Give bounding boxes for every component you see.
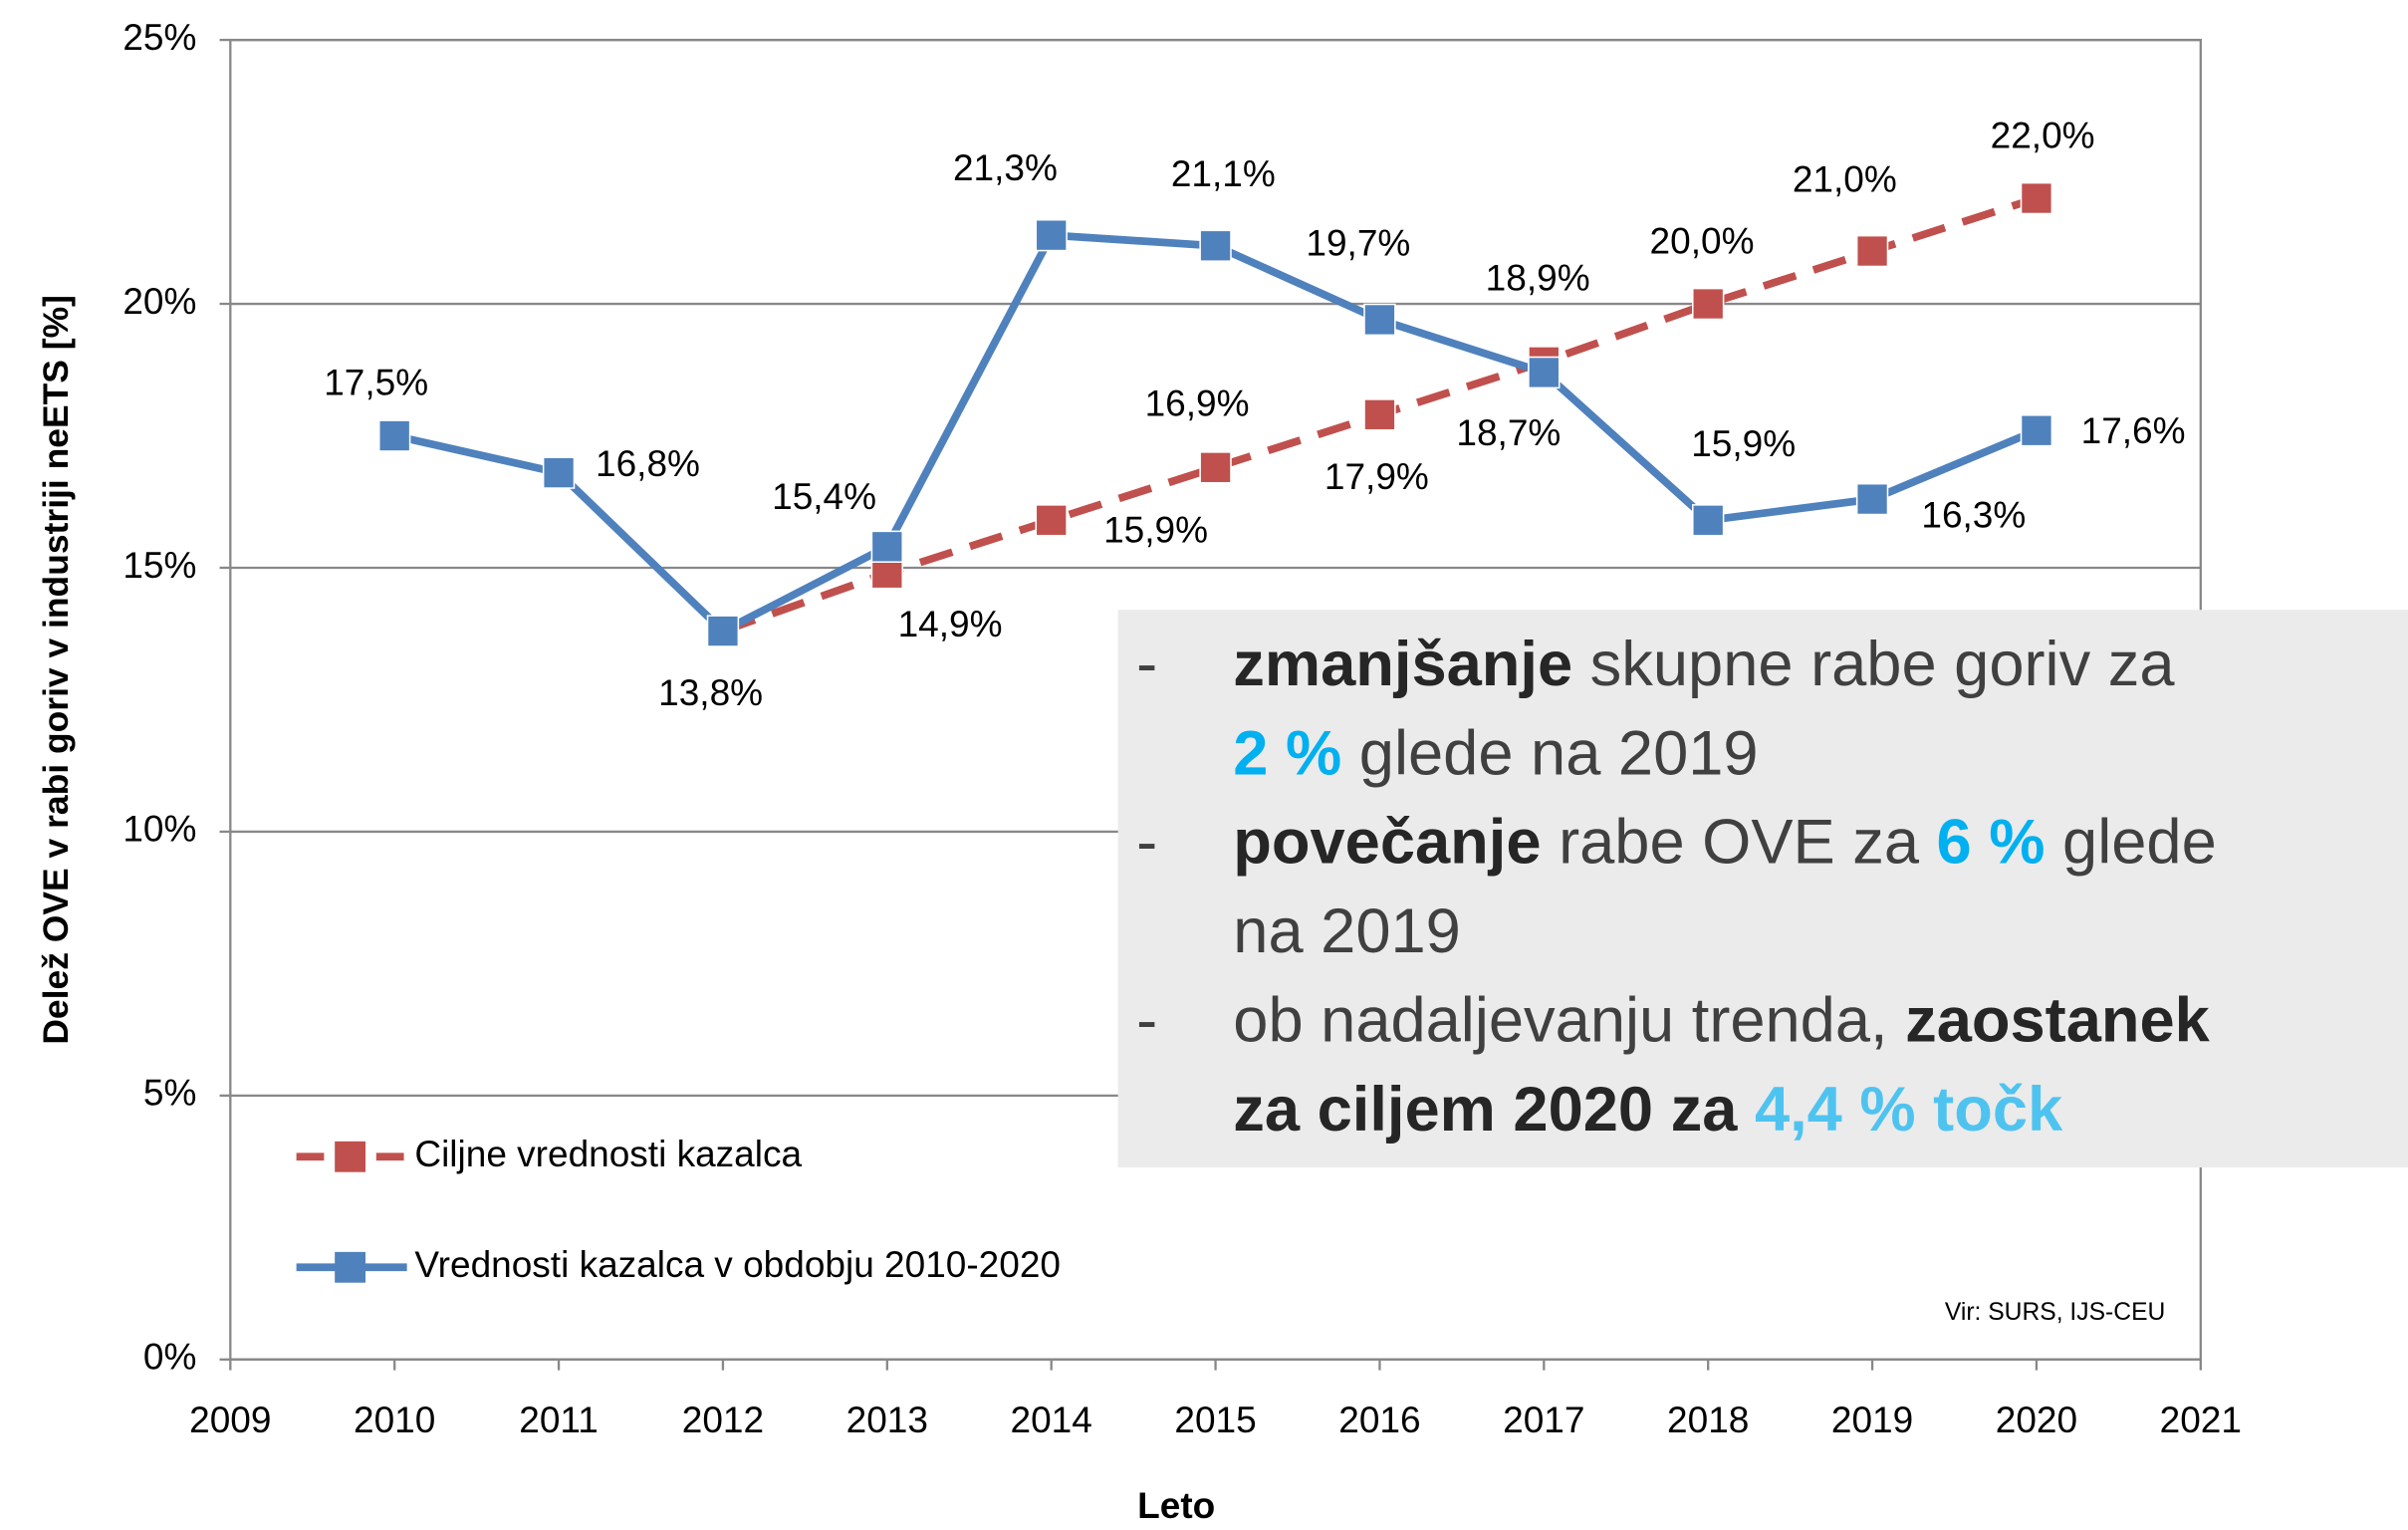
text-run: skupne rabe goriv za [1572, 630, 2175, 699]
x-tick-label: 2019 [1831, 1399, 1913, 1440]
marker [1035, 218, 1068, 252]
data-label: 17,5% [324, 361, 428, 402]
data-label: 16,3% [1921, 493, 2026, 535]
marker [1855, 234, 1889, 268]
legend-marker [335, 1141, 366, 1172]
legend-marker [335, 1251, 366, 1283]
data-label: 15,9% [1103, 508, 1208, 550]
marker [1691, 287, 1725, 321]
y-tick-label: 5% [143, 1072, 196, 1114]
text-run: ob nadaljevanju trenda, [1233, 985, 1905, 1055]
legend-label: Ciljne vrednosti kazalca [414, 1133, 802, 1174]
marker [2020, 414, 2053, 447]
text-line: povečanje rabe OVE za 6 % glede [1233, 807, 2216, 877]
x-tick-label: 2016 [1338, 1399, 1420, 1440]
x-tick-label: 2021 [2160, 1399, 2242, 1440]
data-label: 21,3% [953, 146, 1058, 188]
text-box-content: - zmanjšanje skupne rabe goriv za 2 % gled… [1136, 630, 2217, 1145]
y-tick-label: 10% [122, 808, 196, 850]
data-label: 18,9% [1486, 256, 1590, 298]
text-run: 6 % [1937, 807, 2046, 877]
marker [1035, 504, 1068, 537]
bullet: - [1136, 630, 1157, 699]
marker [870, 530, 904, 563]
data-label: 14,9% [898, 603, 1003, 644]
y-axis-label: Delež OVE v rabi goriv v industriji neET… [36, 295, 76, 1045]
text-line: za ciljem 2020 za 4,4 % točk [1233, 1075, 2063, 1145]
data-label: 17,9% [1324, 455, 1429, 497]
text-line: zmanjšanje skupne rabe goriv za [1233, 630, 2175, 699]
text-line: na 2019 [1233, 896, 1461, 966]
marker [1528, 356, 1561, 389]
data-label: 16,9% [1145, 382, 1250, 423]
y-tick-label: 15% [122, 544, 196, 586]
x-tick-label: 2017 [1503, 1399, 1584, 1440]
marker [542, 456, 576, 489]
text-run: 4,4 % točk [1755, 1075, 2063, 1145]
x-tick-label: 2013 [846, 1399, 928, 1440]
x-tick-label: 2009 [189, 1399, 271, 1440]
text-run: glede [2045, 807, 2216, 877]
x-tick-label: 2020 [1996, 1399, 2077, 1440]
marker [1691, 504, 1725, 537]
data-label: 13,8% [658, 671, 763, 713]
data-label: 16,8% [596, 442, 700, 484]
marker [1363, 303, 1396, 337]
data-label: 15,4% [772, 475, 876, 517]
text-line: ob nadaljevanju trenda, zaostanek [1233, 985, 2210, 1055]
text-run: zmanjšanje [1233, 630, 1572, 699]
marker [377, 419, 411, 452]
marker [1855, 482, 1889, 516]
y-tick-label: 20% [122, 280, 196, 322]
data-label: 21,0% [1793, 157, 1897, 199]
source-note: Vir: SURS, IJS-CEU [1945, 1299, 2165, 1326]
text-run: rabe OVE za [1542, 807, 1937, 877]
legend-label: Vrednosti kazalca v obdobju 2010-2020 [414, 1243, 1061, 1285]
marker [1363, 398, 1396, 431]
data-label: 17,6% [2081, 409, 2186, 451]
y-tick-label: 25% [122, 16, 196, 58]
data-label: 19,7% [1306, 222, 1410, 264]
marker [2020, 181, 2053, 215]
marker [706, 615, 740, 647]
x-tick-label: 2015 [1174, 1399, 1256, 1440]
text-box [1117, 610, 2408, 1168]
marker [1199, 451, 1232, 484]
text-run: glede na 2019 [1341, 718, 1758, 788]
y-tick-label: 0% [143, 1336, 196, 1378]
data-label: 21,1% [1171, 152, 1276, 194]
x-tick-label: 2010 [354, 1399, 435, 1440]
data-label: 20,0% [1650, 220, 1755, 262]
x-tick-label: 2012 [682, 1399, 764, 1440]
x-tick-label: 2011 [519, 1399, 599, 1440]
text-run: zaostanek [1905, 985, 2211, 1055]
x-tick-label: 2018 [1667, 1399, 1749, 1440]
data-label: 15,9% [1691, 422, 1796, 464]
data-label: 22,0% [1991, 115, 2095, 156]
text-run: na 2019 [1233, 896, 1461, 966]
x-axis-label: Leto [1137, 1484, 1215, 1526]
data-label: 18,7% [1456, 411, 1561, 453]
bullet: - [1136, 985, 1157, 1055]
text-run: za ciljem 2020 za [1233, 1075, 1755, 1145]
x-tick-label: 2014 [1011, 1399, 1092, 1440]
marker [1199, 229, 1232, 262]
text-run: povečanje [1233, 807, 1541, 877]
text-line: 2 % glede na 2019 [1233, 718, 1758, 788]
text-run: 2 % [1233, 718, 1341, 788]
bullet: - [1136, 807, 1157, 877]
